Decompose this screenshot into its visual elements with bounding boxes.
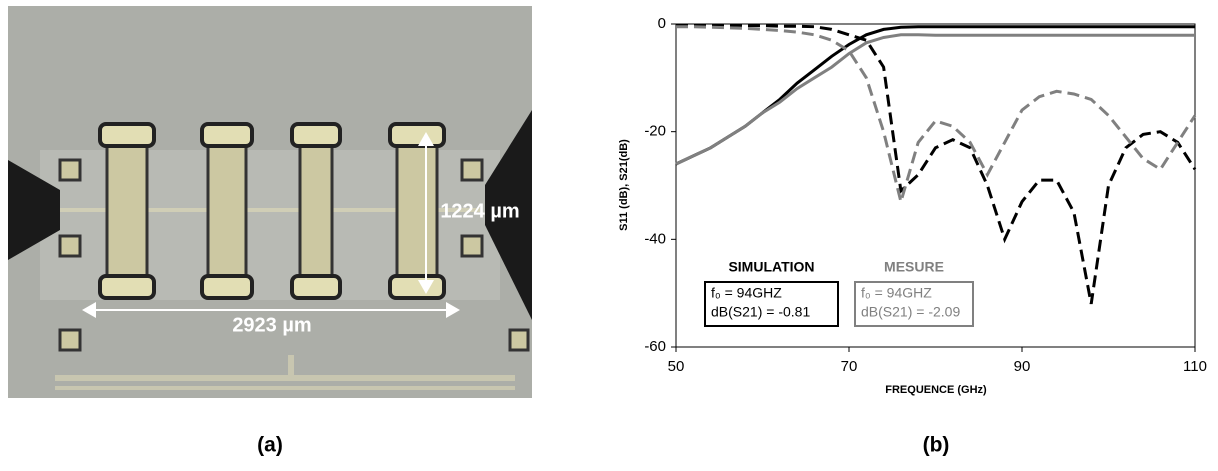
plot-frame [675, 23, 1196, 348]
legend-title: MESURE [884, 259, 944, 275]
series-line [675, 25, 1195, 166]
series-line [676, 25, 1197, 208]
caption: (b) [923, 434, 950, 457]
x-axis-title: FREQUENCE (GHz) [885, 384, 987, 396]
y-tick-label: -40 [644, 230, 666, 247]
legend-text: dB(S21) = -2.09 [861, 304, 960, 320]
x-tick-label: 90 [1014, 358, 1031, 375]
caption: (a) [257, 434, 283, 457]
y-tick-label: -20 [644, 123, 666, 140]
width-label: 2923 µm [232, 314, 311, 336]
legend-text: dB(S21) = -0.81 [711, 304, 810, 320]
y-axis-title: S11 (dB), S21(dB) [618, 139, 630, 231]
y-tick-label: 0 [658, 15, 666, 32]
x-tick-label: 70 [841, 358, 858, 375]
legend-title: SIMULATION [728, 259, 814, 275]
x-tick-label: 50 [668, 358, 685, 375]
legend-text: f₀ = 94GHZ [861, 285, 932, 301]
legend-text: f₀ = 94GHZ [711, 285, 782, 301]
legend-box [854, 281, 974, 327]
series-line [675, 33, 1195, 166]
legend-box [704, 281, 839, 327]
x-tick-label: 110 [1183, 358, 1207, 375]
y-tick-label: -60 [644, 338, 666, 355]
series-line [676, 23, 1197, 305]
height-label: 1224 µm [440, 200, 519, 222]
photo: 1224 µm 2923 µm [8, 6, 532, 398]
